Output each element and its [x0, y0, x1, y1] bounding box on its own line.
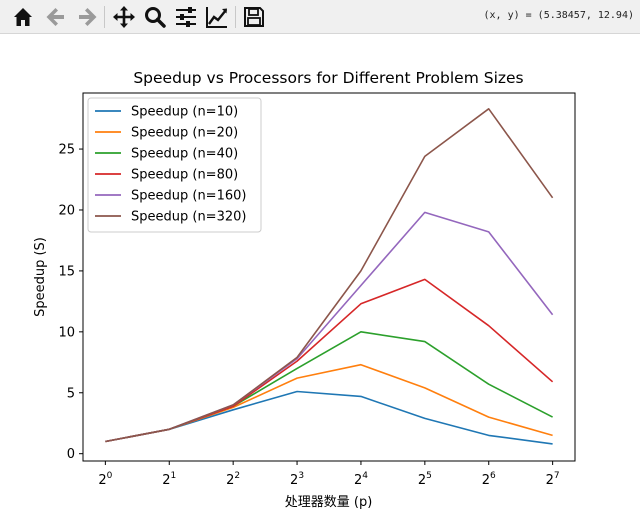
pan-button[interactable]: [110, 3, 138, 31]
navigation-toolbar: (x, y) = (5.38457, 12.94): [0, 0, 640, 34]
legend-label: Speedup (n=80): [131, 168, 238, 183]
save-icon: [244, 7, 264, 27]
back-button[interactable]: [42, 3, 70, 31]
x-tick-label: 20: [98, 471, 112, 488]
toolbar-separator: [235, 6, 236, 28]
edit-axes-icon: [206, 7, 227, 28]
y-axis-label: Speedup (S): [33, 237, 48, 317]
save-button[interactable]: [240, 3, 268, 31]
x-tick-label: 27: [546, 471, 560, 488]
pan-icon: [113, 6, 135, 28]
edit-axes-button[interactable]: [203, 3, 231, 31]
x-tick-label: 26: [482, 471, 496, 488]
home-button[interactable]: [9, 3, 37, 31]
series-lines: [105, 108, 554, 445]
y-tick-label: 5: [67, 386, 75, 401]
x-tick-label: 25: [418, 471, 432, 488]
subplots-button[interactable]: [172, 3, 200, 31]
back-icon: [46, 8, 64, 26]
legend-label: Speedup (n=20): [131, 126, 238, 141]
legend-label: Speedup (n=10): [131, 105, 238, 120]
x-tick-label: 21: [162, 471, 176, 488]
x-tick-label: 23: [290, 471, 304, 488]
y-tick-label: 10: [58, 325, 75, 340]
series-line-6: [105, 108, 554, 443]
subplots-icon: [176, 7, 196, 27]
x-tick-label: 24: [354, 471, 368, 488]
x-tick-label: 22: [226, 471, 240, 488]
forward-button[interactable]: [73, 3, 101, 31]
cursor-coordinates: (x, y) = (5.38457, 12.94): [483, 10, 634, 21]
figure-canvas[interactable]: Speedup vs Processors for Different Prob…: [0, 35, 640, 514]
legend-box: [87, 97, 262, 233]
zoom-button[interactable]: [141, 3, 169, 31]
plot-area: [82, 92, 576, 462]
home-icon: [14, 8, 32, 26]
axis-ticks: 20 21 22 23 24 25 26 27 0 5 10 15 20 25: [58, 143, 559, 488]
y-tick-label: 25: [58, 143, 75, 158]
legend: Speedup (n=10) Speedup (n=20) Speedup (n=4…: [87, 97, 262, 233]
legend-label: Speedup (n=320): [131, 210, 246, 225]
y-tick-label: 0: [67, 447, 75, 462]
y-tick-label: 20: [58, 203, 75, 218]
zoom-icon: [145, 7, 166, 28]
forward-icon: [79, 8, 97, 26]
toolbar-separator: [104, 6, 105, 28]
legend-label: Speedup (n=40): [131, 147, 238, 162]
x-axis-label: 处理器数量 (p): [285, 495, 373, 510]
chart-title: Speedup vs Processors for Different Prob…: [133, 69, 523, 87]
y-tick-label: 15: [58, 264, 75, 279]
legend-label: Speedup (n=160): [131, 189, 246, 204]
